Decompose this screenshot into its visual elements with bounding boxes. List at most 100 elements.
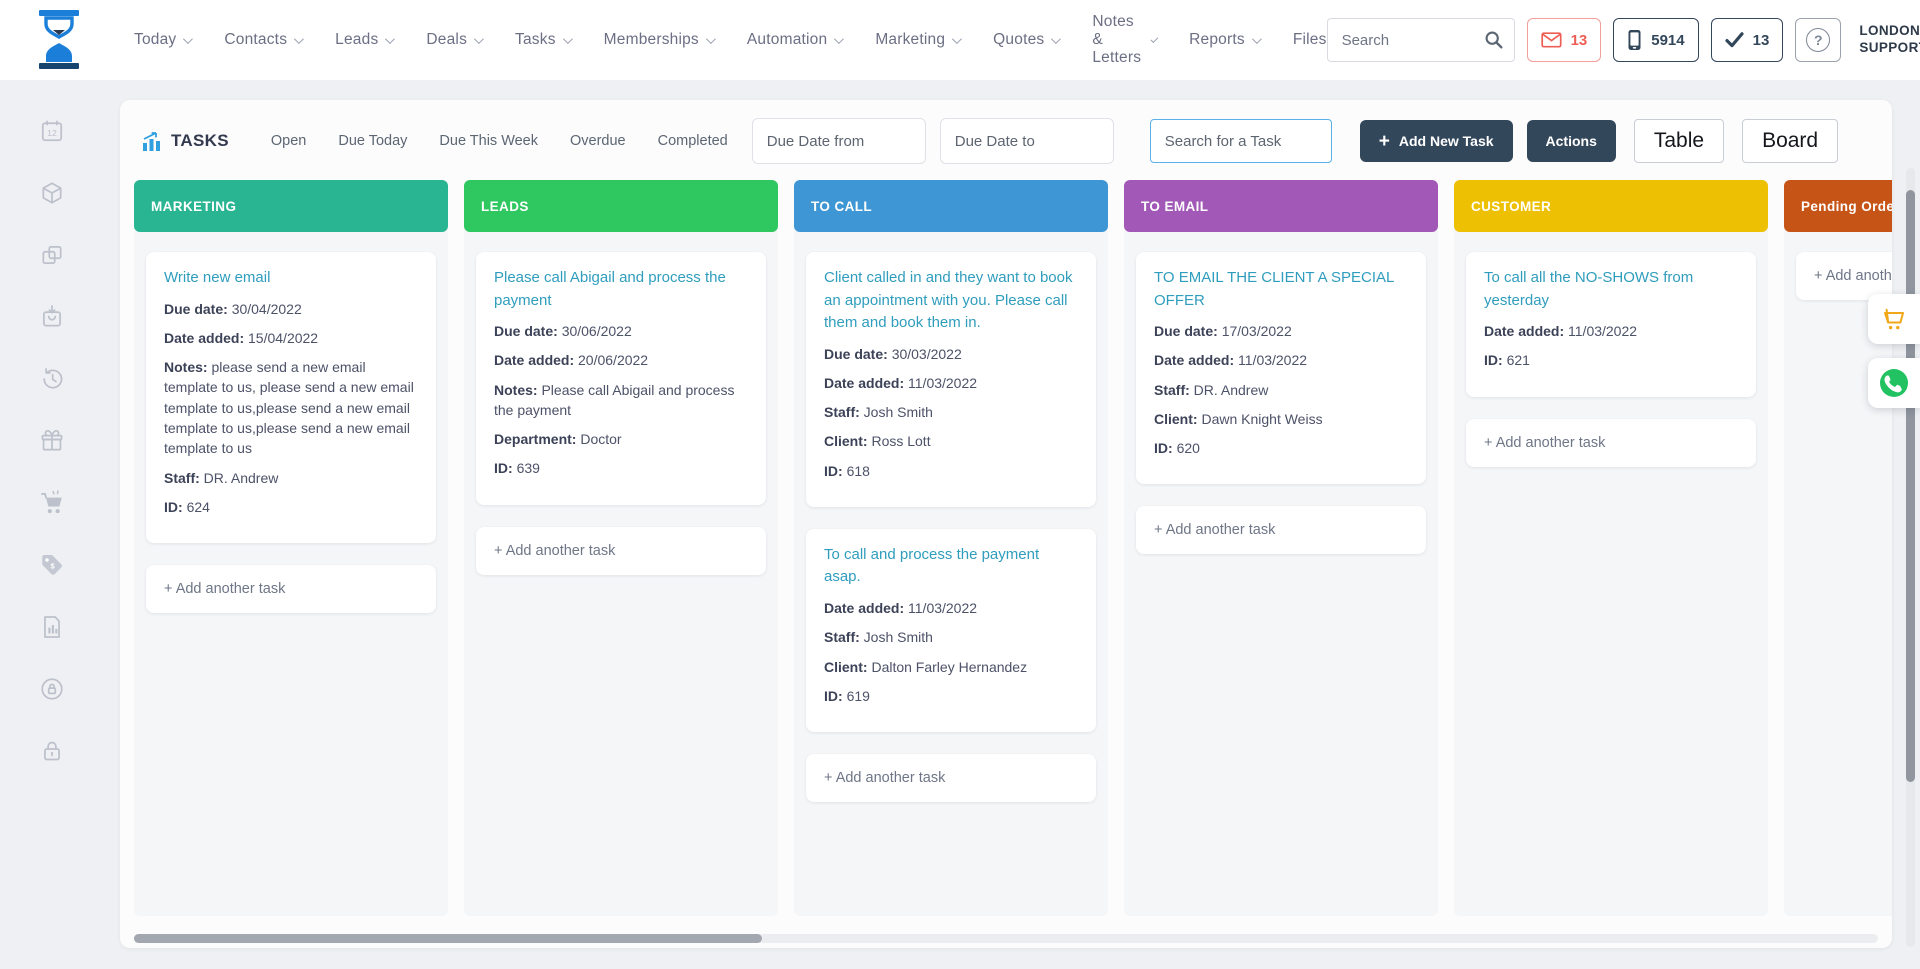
card-field: Date added: 11/03/2022 bbox=[1484, 323, 1638, 339]
whatsapp-fab-button[interactable] bbox=[1868, 358, 1920, 408]
nav-item-deals[interactable]: Deals bbox=[426, 31, 484, 49]
nav-item-leads[interactable]: Leads bbox=[335, 31, 396, 49]
global-search-input[interactable] bbox=[1341, 31, 1484, 49]
chevron-down-icon bbox=[183, 33, 194, 44]
add-another-task-button[interactable]: + Add another task bbox=[1136, 506, 1426, 555]
task-card[interactable]: Client called in and they want to book a… bbox=[806, 252, 1096, 507]
add-another-task-button[interactable]: + Add another task bbox=[1796, 252, 1892, 300]
add-another-task-button[interactable]: + Add another task bbox=[476, 526, 766, 575]
security-circle-icon[interactable] bbox=[39, 676, 65, 702]
report-document-icon[interactable] bbox=[39, 614, 65, 640]
cart-icon[interactable] bbox=[39, 490, 65, 516]
task-card[interactable]: Please call Abigail and process the paym… bbox=[476, 252, 766, 505]
vertical-scrollbar-thumb[interactable] bbox=[1906, 190, 1915, 782]
task-card[interactable]: TO EMAIL THE CLIENT A SPECIAL OFFER Due … bbox=[1136, 252, 1426, 485]
task-card[interactable]: Write new email Due date: 30/04/2022 Dat… bbox=[146, 252, 436, 544]
card-field: Department: Doctor bbox=[494, 431, 622, 448]
tab-open[interactable]: Open bbox=[270, 133, 307, 149]
orders-fab-button[interactable] bbox=[1868, 294, 1920, 344]
tab-due-today[interactable]: Due Today bbox=[338, 133, 408, 149]
task-title-link[interactable]: Client called in and they want to book a… bbox=[824, 269, 1073, 331]
header-controls: 13 5914 13 ? LONDON SUPPORT bbox=[1326, 18, 1920, 62]
top-header: Today Contacts Leads Deals Tasks Members… bbox=[0, 0, 1920, 80]
nav-item-quotes[interactable]: Quotes bbox=[993, 31, 1062, 49]
page-title: TASKS bbox=[142, 131, 229, 151]
copy-icon[interactable] bbox=[39, 242, 65, 268]
card-field: Due date: 30/04/2022 bbox=[164, 300, 302, 317]
tab-completed[interactable]: Completed bbox=[657, 133, 728, 149]
tab-overdue[interactable]: Overdue bbox=[570, 133, 626, 149]
column-header: Pending Orders bbox=[1784, 180, 1892, 232]
add-another-task-button[interactable]: + Add another task bbox=[806, 754, 1096, 803]
nav-item-tasks[interactable]: Tasks bbox=[515, 31, 573, 49]
card-field: ID: 624 bbox=[164, 498, 210, 515]
task-search-input[interactable] bbox=[1149, 119, 1332, 163]
task-title-link[interactable]: TO EMAIL THE CLIENT A SPECIAL OFFER bbox=[1154, 269, 1394, 309]
actions-button[interactable]: Actions bbox=[1526, 120, 1616, 162]
card-field: Due date: 30/03/2022 bbox=[824, 345, 962, 362]
package-icon[interactable] bbox=[39, 180, 65, 206]
account-name[interactable]: LONDON SUPPORT bbox=[1859, 23, 1920, 55]
envelope-icon bbox=[1540, 32, 1562, 48]
task-title-link[interactable]: Please call Abigail and process the paym… bbox=[494, 269, 726, 309]
lock-icon[interactable] bbox=[39, 738, 65, 764]
mail-count: 13 bbox=[1570, 31, 1588, 49]
page-content: 12 bbox=[0, 80, 1920, 969]
task-card[interactable]: To call all the NO-SHOWS from yesterday … bbox=[1466, 252, 1756, 397]
card-field: ID: 639 bbox=[494, 460, 540, 477]
help-button[interactable]: ? bbox=[1795, 18, 1842, 62]
search-icon[interactable] bbox=[1484, 30, 1504, 50]
chevron-down-icon bbox=[834, 33, 845, 44]
card-field: Staff: DR. Andrew bbox=[1154, 381, 1269, 398]
due-date-to-input[interactable] bbox=[939, 118, 1114, 164]
shopping-cart-icon bbox=[1884, 308, 1904, 330]
global-search[interactable] bbox=[1326, 18, 1515, 62]
nav-item-notes-letters[interactable]: Notes & Letters bbox=[1092, 13, 1159, 67]
add-another-task-button[interactable]: + Add another task bbox=[146, 565, 436, 614]
task-title-link[interactable]: To call and process the payment asap. bbox=[824, 545, 1040, 586]
table-view-button[interactable]: Table bbox=[1633, 119, 1725, 163]
whatsapp-phone-icon bbox=[1880, 369, 1908, 397]
task-card[interactable]: To call and process the payment asap. Da… bbox=[806, 528, 1096, 733]
calls-count: 5914 bbox=[1651, 31, 1685, 49]
bar-chart-icon bbox=[143, 131, 160, 151]
card-field: Client: Dawn Knight Weiss bbox=[1154, 410, 1323, 427]
tab-due-this-week[interactable]: Due This Week bbox=[439, 133, 538, 149]
card-field: Client: Dalton Farley Hernandez bbox=[824, 658, 1028, 675]
chevron-down-icon bbox=[562, 33, 573, 44]
card-field: ID: 621 bbox=[1484, 352, 1530, 369]
column-header: CUSTOMER bbox=[1454, 180, 1768, 232]
task-title-link[interactable]: Write new email bbox=[164, 269, 271, 286]
tasks-badge[interactable]: 13 bbox=[1710, 18, 1784, 62]
app-logo-hourglass-icon[interactable] bbox=[30, 8, 88, 72]
nav-item-contacts[interactable]: Contacts bbox=[224, 31, 305, 49]
gift-icon[interactable] bbox=[39, 428, 65, 454]
task-title-link[interactable]: To call all the NO-SHOWS from yesterday bbox=[1484, 269, 1694, 309]
mail-notifications-badge[interactable]: 13 bbox=[1526, 18, 1602, 62]
nav-item-automation[interactable]: Automation bbox=[747, 31, 845, 49]
board-view-button[interactable]: Board bbox=[1742, 119, 1839, 163]
horizontal-scrollbar-track[interactable] bbox=[134, 934, 1878, 943]
card-field: ID: 620 bbox=[1154, 440, 1200, 457]
nav-item-today[interactable]: Today bbox=[134, 31, 194, 49]
due-date-from-input[interactable] bbox=[751, 118, 926, 164]
nav-item-reports[interactable]: Reports bbox=[1189, 31, 1262, 49]
main-nav: Today Contacts Leads Deals Tasks Members… bbox=[134, 13, 1327, 67]
svg-text:12: 12 bbox=[47, 128, 57, 138]
add-new-task-button[interactable]: + Add New Task bbox=[1359, 120, 1513, 162]
card-field: Staff: Josh Smith bbox=[824, 404, 933, 421]
svg-text:$: $ bbox=[51, 562, 56, 571]
calls-badge[interactable]: 5914 bbox=[1613, 18, 1699, 62]
bag-receive-icon[interactable] bbox=[39, 304, 65, 330]
task-filter-tabs: Open Due Today Due This Week Overdue Com… bbox=[271, 133, 728, 149]
nav-item-files[interactable]: Files bbox=[1292, 31, 1327, 48]
horizontal-scrollbar-thumb[interactable] bbox=[134, 934, 762, 943]
price-tag-icon[interactable]: $ bbox=[39, 552, 65, 578]
nav-item-memberships[interactable]: Memberships bbox=[604, 31, 716, 49]
calendar-12-icon[interactable]: 12 bbox=[39, 118, 65, 144]
add-another-task-button[interactable]: + Add another task bbox=[1466, 418, 1756, 467]
history-icon[interactable] bbox=[39, 366, 65, 392]
chevron-down-icon bbox=[1150, 34, 1159, 43]
chevron-down-icon bbox=[294, 33, 305, 44]
nav-item-marketing[interactable]: Marketing bbox=[875, 31, 963, 49]
